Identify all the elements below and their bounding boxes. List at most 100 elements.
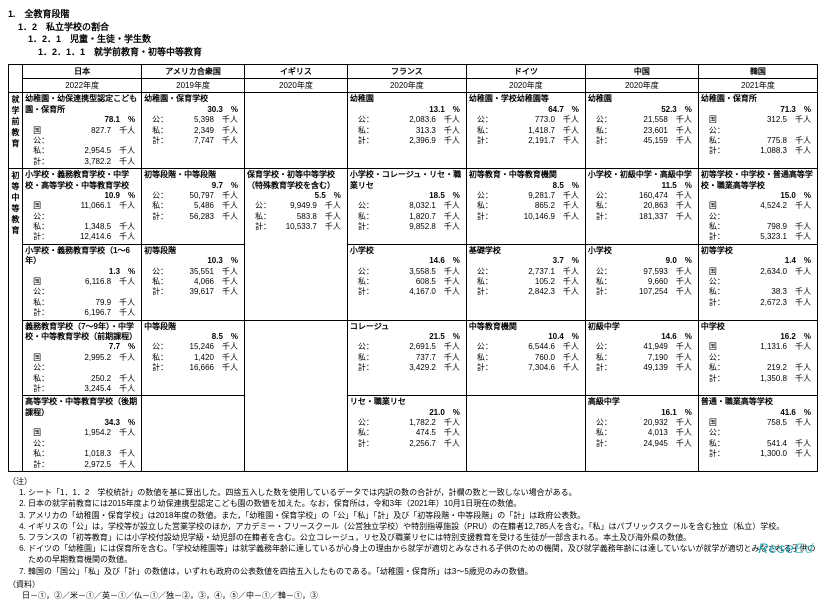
elem1-row: 初 等 中 等 教 育 小学校・義務教育学校・中学校・高等学校・中等教育学校10… [9, 169, 818, 245]
note-2: 日本の就学前教育には2015年度より幼保連携型認定こども園の数値を加えた。なお，… [28, 498, 818, 509]
elem3-row: 義務教育学校（7～9年）・中学校・中等教育学校（前期課程）7.7 %国公：2,9… [9, 320, 818, 396]
cell-pct: 10.4 % [469, 332, 583, 342]
cell-pre-us: 幼稚園・保育学校30.3 %公：5,398 千人私：2,349 千人計：7,74… [142, 93, 245, 169]
cell-title: リセ・職業リセ [350, 397, 464, 407]
cell-pct: 5.5 % [247, 191, 345, 201]
cell-pct: 11.5 % [588, 181, 696, 191]
cell-title: 基礎学校 [469, 246, 583, 256]
year-uk: 2020年度 [245, 79, 348, 93]
cell-title: 普通・職業高等学校 [701, 397, 815, 407]
cell-title: 中学校 [701, 322, 815, 332]
cell-data-row: 公：773.0 千人 [469, 115, 583, 125]
cell-data-row: 計：7,747 千人 [144, 136, 242, 146]
cell-data-row: 公：2,083.6 千人 [350, 115, 464, 125]
cell-pct: 10.9 % [25, 191, 139, 201]
cell-pct: 13.1 % [350, 105, 464, 115]
cell-e4-cn: 高級中学16.1 %公：20,932 千人私：4,013 千人計：24,945 … [585, 396, 698, 472]
year-jp: 2022年度 [23, 79, 142, 93]
cell-data-row: 計：49,139 千人 [588, 363, 696, 373]
cell-data-row: 私：79.9 千人 [25, 298, 139, 308]
country-kr: 韓国 [698, 65, 817, 79]
cell-data-row: 私：250.2 千人 [25, 374, 139, 384]
cell-data-row: 私：20,863 千人 [588, 201, 696, 211]
cell-pct: 14.6 % [588, 332, 696, 342]
cell-data-row: 私：4,066 千人 [144, 277, 242, 287]
cell-data-row: 計：9,852.8 千人 [350, 222, 464, 232]
cell-pct: 21.0 % [350, 408, 464, 418]
cell-title: 義務教育学校（7～9年）・中学校・中等教育学校（前期課程） [25, 322, 139, 343]
cell-data-row: 公：50,797 千人 [144, 191, 242, 201]
year-de: 2020年度 [466, 79, 585, 93]
cell-data-row: 私：5,486 千人 [144, 201, 242, 211]
cell-data-row: 国公：312.5 千人 [701, 115, 815, 136]
side-elem: 初 等 中 等 教 育 [9, 169, 23, 472]
cell-data-row: 計：2,672.3 千人 [701, 298, 815, 308]
year-fr: 2020年度 [347, 79, 466, 93]
cell-pre-kr: 幼稚園・保育所71.3 %国公：312.5 千人私：775.8 千人計：1,08… [698, 93, 817, 169]
cell-data-row: 計：10,533.7 千人 [247, 222, 345, 232]
year-us: 2019年度 [142, 79, 245, 93]
cell-data-row: 公：2,691.5 千人 [350, 342, 464, 352]
cell-e2-jp: 小学校・義務教育学校（1～6年）1.3 %国公：6,116.8 千人私：79.9… [23, 244, 142, 320]
cell-pre-fr: 幼稚園13.1 %公：2,083.6 千人私：313.3 千人計：2,396.9… [347, 93, 466, 169]
cell-data-row: 私：1,018.3 千人 [25, 449, 139, 459]
cell-pct: 9.0 % [588, 256, 696, 266]
cell-e3-kr: 中学校16.2 %国公：1,131.6 千人私：219.2 千人計：1,350.… [698, 320, 817, 396]
cell-data-row: 計：107,254 千人 [588, 287, 696, 297]
cell-data-row: 私：105.2 千人 [469, 277, 583, 287]
cell-data-row: 公：41,949 千人 [588, 342, 696, 352]
cell-pct: 52.3 % [588, 105, 696, 115]
cell-pct: 10.3 % [144, 256, 242, 266]
cell-e3-fr: コレージュ21.5 %公：2,691.5 千人私：737.7 千人計：3,429… [347, 320, 466, 396]
cell-pre-de: 幼稚園・学校幼稚園等64.7 %公：773.0 千人私：1,418.7 千人計：… [466, 93, 585, 169]
cell-e4-kr: 普通・職業高等学校41.6 %国公：758.5 千人私：541.4 千人計：1,… [698, 396, 817, 472]
cell-title: 幼稚園・学校幼稚園等 [469, 94, 583, 104]
note-6: ドイツの「幼稚園」には保育所を含む。「学校幼稚園等」は就学義務年齢に達しているが… [28, 543, 818, 565]
cell-data-row: 計：10,146.9 千人 [469, 212, 583, 222]
country-jp: 日本 [23, 65, 142, 79]
cell-title: コレージュ [350, 322, 464, 332]
year-kr: 2021年度 [698, 79, 817, 93]
cell-e2-cn: 小学校9.0 %公：97,593 千人私：9,660 千人計：107,254 千… [585, 244, 698, 320]
cell-data-row: 公：2,737.1 千人 [469, 267, 583, 277]
cell-data-row: 私：313.3 千人 [350, 126, 464, 136]
cell-data-row: 計：3,245.4 千人 [25, 384, 139, 394]
cell-title: 中等段階 [144, 322, 242, 332]
cell-pct: 21.5 % [350, 332, 464, 342]
cell-title: 高等学校・中等教育学校（後期課程） [25, 397, 139, 418]
cell-title: 小学校・義務教育学校（1～6年） [25, 246, 139, 267]
cell-data-row: 私：1,348.5 千人 [25, 222, 139, 232]
cell-e2-us: 初等段階10.3 %公：35,551 千人私：4,066 千人計：39,617 … [142, 244, 245, 320]
cell-data-row: 国公：758.5 千人 [701, 418, 815, 439]
cell-data-row: 計：3,429.2 千人 [350, 363, 464, 373]
cell-data-row: 計：45,159 千人 [588, 136, 696, 146]
cell-data-row: 私：7,190 千人 [588, 353, 696, 363]
country-cn: 中国 [585, 65, 698, 79]
cell-data-row: 公：9,949.9 千人 [247, 201, 345, 211]
notes-head: （注） [8, 476, 818, 487]
note-7: 韓国の「国公」「私」及び「計」の数値は，いずれも政府の公表数値を四捨五入したもの… [28, 566, 818, 577]
cell-data-row: 公：20,932 千人 [588, 418, 696, 428]
cell-e3-us: 中等段階8.5 %公：15,246 千人私：1,420 千人計：16,666 千… [142, 320, 245, 396]
cell-title: 保育学校・初等中等学校（特殊教育学校を含む） [247, 170, 345, 191]
cell-title: 小学校・義務教育学校・中学校・高等学校・中等教育学校 [25, 170, 139, 191]
cell-e2-fr: 小学校14.6 %公：3,558.5 千人私：608.5 千人計：4,167.0… [347, 244, 466, 320]
cell-pct: 8.5 % [469, 181, 583, 191]
cell-e3-cn: 初級中学14.6 %公：41,949 千人私：7,190 千人計：49,139 … [585, 320, 698, 396]
cell-title: 初級中学 [588, 322, 696, 332]
cell-data-row: 公：5,398 千人 [144, 115, 242, 125]
cell-e1-fr: 小学校・コレージュ・リセ・職業リセ18.5 %公：8,032.1 千人私：1,8… [347, 169, 466, 245]
src-text: 日－①，②／米－①／英－①／仏－①／独－②，③，④，⑤／中－①／韓－①，③ [8, 590, 818, 601]
cell-pre-uk [245, 93, 348, 169]
cell-title: 幼稚園 [588, 94, 696, 104]
cell-data-row: 私：474.5 千人 [350, 428, 464, 438]
cell-data-row: 計：1,300.0 千人 [701, 449, 815, 459]
elem2-row: 小学校・義務教育学校（1～6年）1.3 %国公：6,116.8 千人私：79.9… [9, 244, 818, 320]
cell-data-row: 私：541.4 千人 [701, 439, 815, 449]
cell-title: 小学校・コレージュ・リセ・職業リセ [350, 170, 464, 191]
cell-e4-de [466, 396, 585, 472]
heading-2: 1．2 私立学校の割合 [18, 21, 818, 34]
cell-pct: 16.2 % [701, 332, 815, 342]
cell-data-row: 計：2,256.7 千人 [350, 439, 464, 449]
cell-data-row: 私：1,420 千人 [144, 353, 242, 363]
